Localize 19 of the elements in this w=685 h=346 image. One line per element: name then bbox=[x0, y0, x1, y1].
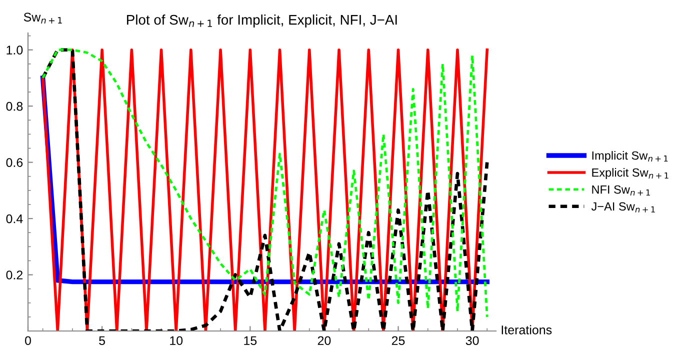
x-tick-label: 5 bbox=[99, 336, 106, 346]
x-tick-label: 15 bbox=[244, 336, 257, 346]
y-tick-label: 0.8 bbox=[6, 102, 23, 111]
y-tick-label: 0.6 bbox=[6, 158, 23, 167]
x-tick-label: 10 bbox=[170, 336, 183, 346]
y-tick-label: 0.4 bbox=[6, 214, 23, 224]
legend-label: Explicit Sw$_{n+1}$ bbox=[592, 168, 668, 180]
x-tick-label: 0 bbox=[25, 336, 31, 346]
y-tick-label: 1.0 bbox=[6, 46, 23, 55]
legend-label: J−AI Sw$_{n+1}$ bbox=[591, 202, 655, 212]
legend-label: NFI Sw$_{n+1}$ bbox=[592, 185, 650, 196]
x-tick-label: 20 bbox=[318, 336, 331, 346]
legend-label: Implicit Sw$_{n+1}$ bbox=[592, 151, 668, 162]
x-tick-label: 25 bbox=[392, 336, 405, 346]
y-axis-title: Sw$_{n+1}$ bbox=[24, 12, 62, 24]
y-tick-label: 0.2 bbox=[6, 270, 23, 280]
x-tick-label: 30 bbox=[466, 336, 479, 346]
x-axis-title: Iterations bbox=[502, 325, 552, 334]
chart-title: Plot of Sw$_{n+1}$ for Implicit, Explicit, NFI, J−AI bbox=[127, 14, 397, 28]
